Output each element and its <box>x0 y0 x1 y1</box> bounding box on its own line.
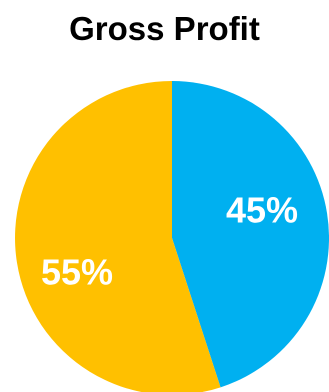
chart-title: Gross Profit <box>69 10 260 47</box>
pie-labels: 45% 55% <box>41 190 298 293</box>
pie-slices <box>15 81 329 392</box>
slice-label-2: 55% <box>41 252 113 293</box>
pie-slice-1 <box>172 81 329 388</box>
pie-slice-2 <box>15 81 221 392</box>
slice-label-1: 45% <box>226 190 298 231</box>
